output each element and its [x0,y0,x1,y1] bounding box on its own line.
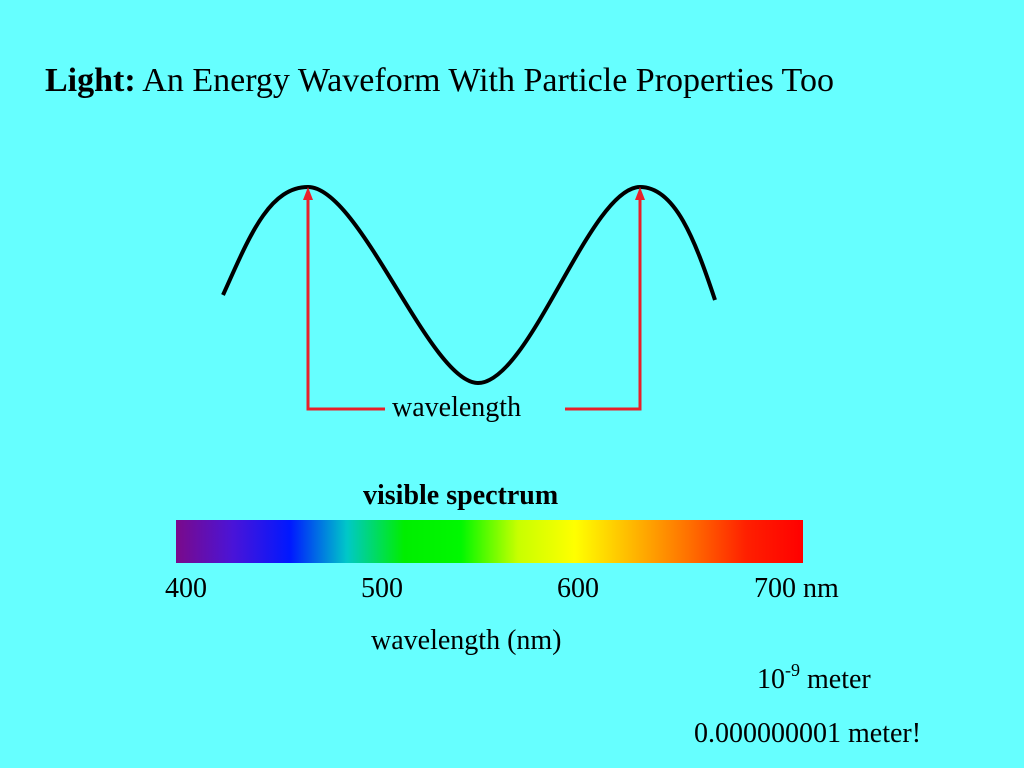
spectrum-bar [176,520,803,563]
wavelength-arrowhead-left [303,187,313,200]
sine-wave [221,184,717,386]
title-rest: An Energy Waveform With Particle Propert… [135,62,834,99]
tick-700: 700 nm [754,573,839,604]
wavelength-bracket-left [306,192,385,411]
tick-400: 400 [165,573,207,604]
exponent-power: -9 [785,660,800,680]
slide-title: Light: An Energy Waveform With Particle … [45,62,834,100]
wavelength-bracket-right [565,192,642,411]
visible-spectrum-label: visible spectrum [363,480,559,511]
spectrum-axis-label: wavelength (nm) [371,625,562,656]
tick-600: 600 [557,573,599,604]
exponent-base: 10 [757,664,785,695]
title-bold: Light: [45,62,136,99]
decimal-note: 0.000000001 meter! [694,718,922,749]
tick-500: 500 [361,573,403,604]
wavelength-arrowhead-right [635,187,645,200]
exponent-note: 10-9 meter [757,660,871,696]
exponent-unit: meter [800,664,871,695]
wavelength-label: wavelength [392,392,522,423]
